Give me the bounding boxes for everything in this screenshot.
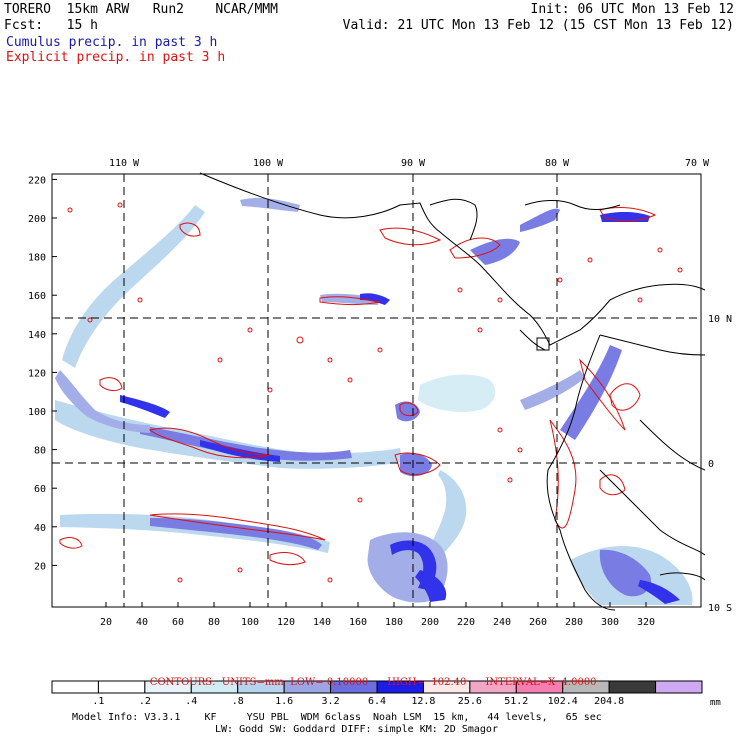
colorbar-level-label: .8 <box>232 696 244 707</box>
y-tick-label: 40 <box>34 523 46 534</box>
x-tick-label: 100 <box>241 617 259 628</box>
y-tick-label: 120 <box>28 368 46 379</box>
y-tick-label: 160 <box>28 291 46 302</box>
x-tick-label: 80 <box>208 617 220 628</box>
colorbar-level-label: 6.4 <box>368 696 386 707</box>
y-tick-label: 80 <box>34 446 46 457</box>
cumulus-precip-field <box>55 197 693 605</box>
lon-label-90w: 90 W <box>401 158 426 169</box>
contour-info: CONTOURS: UNITS=mm LOW= 0.10000 HIGH= 10… <box>0 666 740 688</box>
x-tick-label: 180 <box>385 617 403 628</box>
title-line2-left: Fcst: 15 h <box>4 18 98 33</box>
lat-label-0: 0 <box>708 459 714 470</box>
x-tick-label: 280 <box>565 617 583 628</box>
x-tick-label: 220 <box>457 617 475 628</box>
coastline <box>199 172 706 611</box>
title-line1-left: TORERO 15km ARW Run2 NCAR/MMM <box>4 2 278 17</box>
legend-explicit: Explicit precip. in past 3 h <box>6 50 226 65</box>
model-info-line1: Model Info: V3.3.1 KF YSU PBL WDM 6class… <box>72 712 602 723</box>
y-tick-label: 200 <box>28 214 46 225</box>
contour-units: CONTOURS: UNITS=mm LOW= 0.10000 <box>149 677 369 688</box>
x-tick-label: 200 <box>421 617 439 628</box>
x-tick-label: 60 <box>172 617 184 628</box>
contour-interval: INTERVAL=X 4.0000 <box>485 677 597 688</box>
x-tick-label: 120 <box>277 617 295 628</box>
legend-cumulus: Cumulus precip. in past 3 h <box>6 35 218 50</box>
x-tick-label: 140 <box>313 617 331 628</box>
lat-label-10s: 10 S <box>708 603 732 614</box>
x-grid-labels: 20 40 60 80 100 120 140 160 180 200 220 240 260 280 30… <box>100 617 655 628</box>
colorbar-swatch <box>655 680 703 694</box>
x-tick-label: 160 <box>349 617 367 628</box>
colorbar-level-label: 51.2 <box>504 696 528 707</box>
y-tick-label: 140 <box>28 330 46 341</box>
latlon-grid <box>52 174 701 607</box>
colorbar-unit: mm <box>710 698 721 708</box>
colorbar-level-label: 1.6 <box>275 696 293 707</box>
title-line2-right: Valid: 21 UTC Mon 13 Feb 12 (15 CST Mon … <box>342 18 734 33</box>
x-tick-label: 320 <box>637 617 655 628</box>
y-tick-label: 100 <box>28 407 46 418</box>
colorbar-level-label: 12.8 <box>411 696 435 707</box>
lat-label-10n: 10 N <box>708 314 732 325</box>
model-info-line2: LW: Godd SW: Goddard DIFF: simple KM: 2D… <box>215 724 498 735</box>
colorbar-level-label: 3.2 <box>322 696 340 707</box>
y-tick-label: 220 <box>28 175 46 186</box>
colorbar-level-label: .4 <box>185 696 197 707</box>
y-tick-label: 60 <box>34 484 46 495</box>
colorbar-level-label: .1 <box>92 696 104 707</box>
lon-label-80w: 80 W <box>545 158 570 169</box>
x-tick-label: 20 <box>100 617 112 628</box>
lon-label-100w: 100 W <box>253 158 284 169</box>
y-grid-labels: 220 200 180 160 140 120 100 80 60 40 20 <box>28 175 46 572</box>
lon-label-70w: 70 W <box>685 158 710 169</box>
x-tick-label: 260 <box>529 617 547 628</box>
lon-label-110w: 110 W <box>109 158 140 169</box>
x-tick-label: 240 <box>493 617 511 628</box>
y-tick-label: 180 <box>28 253 46 264</box>
title-line1-right: Init: 06 UTC Mon 13 Feb 12 <box>530 2 735 17</box>
explicit-precip-contours <box>59 202 683 583</box>
colorbar-level-label: 25.6 <box>458 696 482 707</box>
axis-ticks <box>52 178 647 607</box>
colorbar-level-label: 102.4 <box>548 696 578 707</box>
x-tick-label: 40 <box>136 617 148 628</box>
contour-high: HIGH= 102.40 <box>387 677 467 688</box>
colorbar-level-label: .2 <box>139 696 151 707</box>
colorbar-level-label: 204.8 <box>594 696 624 707</box>
x-tick-label: 300 <box>601 617 619 628</box>
y-tick-label: 20 <box>34 561 46 572</box>
colorbar: .1 .2 .4 .8 1.6 3.2 6.4 12.8 25.6 51.2 102.4 204.8 <box>51 680 703 707</box>
map-frame <box>51 173 702 608</box>
